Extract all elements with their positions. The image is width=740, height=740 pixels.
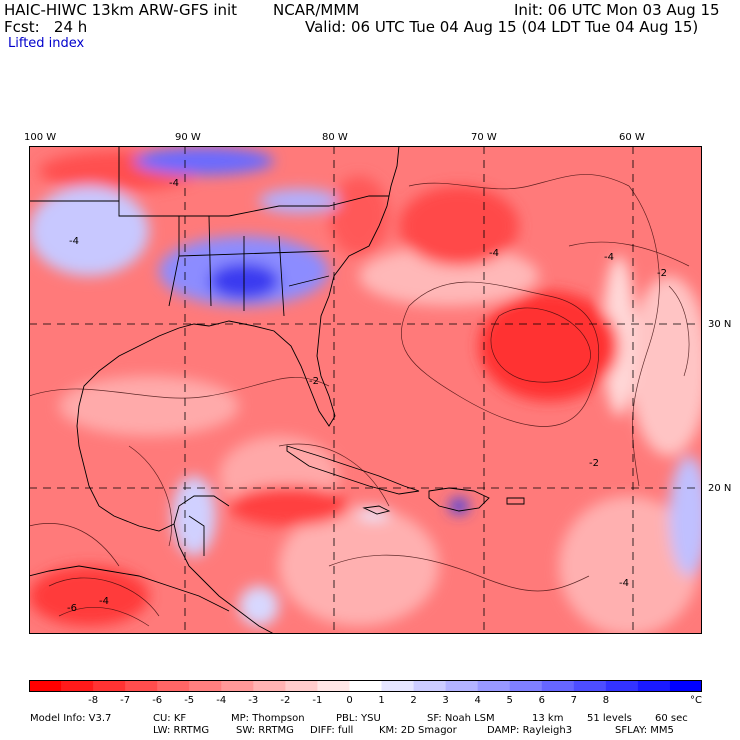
colorbar-swatch xyxy=(349,680,383,692)
colorbar-swatch xyxy=(573,680,607,692)
colorbar-swatch xyxy=(317,680,351,692)
contour-label: -2 xyxy=(309,376,319,387)
contour-label: -4 xyxy=(99,596,109,607)
contour-label: -2 xyxy=(657,268,667,279)
colorbar-label: -1 xyxy=(312,695,323,706)
contour-label: -4 xyxy=(619,578,629,589)
colorbar-swatch xyxy=(381,680,415,692)
contour-label: -4 xyxy=(69,236,79,247)
footer-timestep: 60 sec xyxy=(655,713,688,724)
lon-label-60w: 60 W xyxy=(619,132,645,143)
lon-label-90w: 90 W xyxy=(175,132,201,143)
footer-pbl: PBL: YSU xyxy=(336,713,381,724)
footer-mp: MP: Thompson xyxy=(231,713,305,724)
contour-label: -4 xyxy=(489,248,499,259)
footer-km: KM: 2D Smagor xyxy=(379,725,457,736)
valid-time: Valid: 06 UTC Tue 04 Aug 15 (04 LDT Tue … xyxy=(305,18,699,36)
colorbar-swatch xyxy=(93,680,126,692)
footer-lw: LW: RRTMG xyxy=(153,725,210,736)
colorbar-label: 4 xyxy=(474,695,481,706)
contour-label: -4 xyxy=(604,252,614,263)
map-frame xyxy=(29,146,702,634)
contour-label: -4 xyxy=(169,178,179,189)
colorbar-swatch xyxy=(541,680,575,692)
colorbar-label: 5 xyxy=(506,695,513,706)
colorbar-swatch xyxy=(157,680,190,692)
colorbar-swatch xyxy=(221,680,254,692)
contour-lines xyxy=(29,174,690,627)
colorbar xyxy=(29,680,702,692)
lifted-index-map: -4 -4 -2 -4 -4 -2 -4 -2 -6 -4 xyxy=(29,146,702,634)
footer-cu: CU: KF xyxy=(153,713,187,724)
organization: NCAR/MMM xyxy=(273,1,360,19)
colorbar-label: 2 xyxy=(410,695,417,706)
coastlines xyxy=(29,146,525,634)
colorbar-swatch xyxy=(637,680,671,692)
colorbar-swatch xyxy=(189,680,222,692)
footer-resolution: 13 km xyxy=(532,713,564,724)
colorbar-swatch xyxy=(29,680,62,692)
init-time: Init: 06 UTC Mon 03 Aug 15 xyxy=(514,1,720,19)
colorbar-swatch xyxy=(477,680,511,692)
forecast-hour: Fcst: 24 h xyxy=(4,18,88,36)
contour-label: -6 xyxy=(67,603,77,614)
lat-label-30n: 30 N xyxy=(708,319,732,330)
lon-label-100w: 100 W xyxy=(24,132,57,143)
colorbar-swatch xyxy=(445,680,479,692)
lon-label-80w: 80 W xyxy=(322,132,348,143)
lat-lon-grid xyxy=(29,146,702,634)
colorbar-swatch xyxy=(253,680,286,692)
colorbar-label: °C xyxy=(690,695,702,706)
colorbar-swatch xyxy=(669,680,702,692)
colorbar-label: 6 xyxy=(538,695,545,706)
colorbar-label: -3 xyxy=(248,695,259,706)
colorbar-swatch xyxy=(61,680,94,692)
colorbar-label: -5 xyxy=(184,695,195,706)
lat-label-20n: 20 N xyxy=(708,483,732,494)
colorbar-label: -2 xyxy=(280,695,291,706)
colorbar-swatch xyxy=(509,680,543,692)
colorbar-label: 3 xyxy=(442,695,449,706)
colorbar-label: 0 xyxy=(346,695,353,706)
contour-label: -2 xyxy=(589,458,599,469)
colorbar-label: 1 xyxy=(378,695,385,706)
colorbar-label: -8 xyxy=(88,695,99,706)
colorbar-frame xyxy=(29,680,702,692)
footer-diff: DIFF: full xyxy=(310,725,354,736)
colorbar-label: -7 xyxy=(120,695,131,706)
colorbar-label: 8 xyxy=(602,695,610,706)
footer-sw: SW: RRTMG xyxy=(236,725,294,736)
field-shading xyxy=(29,147,702,634)
footer-model-info: Model Info: V3.7 xyxy=(30,713,112,724)
colorbar-label: -6 xyxy=(152,695,163,706)
colorbar-label: -4 xyxy=(216,695,227,706)
colorbar-swatch xyxy=(605,680,639,692)
lon-label-70w: 70 W xyxy=(471,132,497,143)
plot-title: HAIC-HIWC 13km ARW-GFS init xyxy=(4,1,238,19)
footer-levels: 51 levels xyxy=(587,713,632,724)
colorbar-swatch xyxy=(125,680,158,692)
footer-sf: SF: Noah LSM xyxy=(427,713,495,724)
footer-damp: DAMP: Rayleigh3 xyxy=(487,725,573,736)
colorbar-swatch xyxy=(285,680,319,692)
footer-sflay: SFLAY: MM5 xyxy=(615,725,674,736)
field-name: Lifted index xyxy=(8,36,85,51)
colorbar-swatch xyxy=(413,680,447,692)
colorbar-label: 7 xyxy=(570,695,577,706)
